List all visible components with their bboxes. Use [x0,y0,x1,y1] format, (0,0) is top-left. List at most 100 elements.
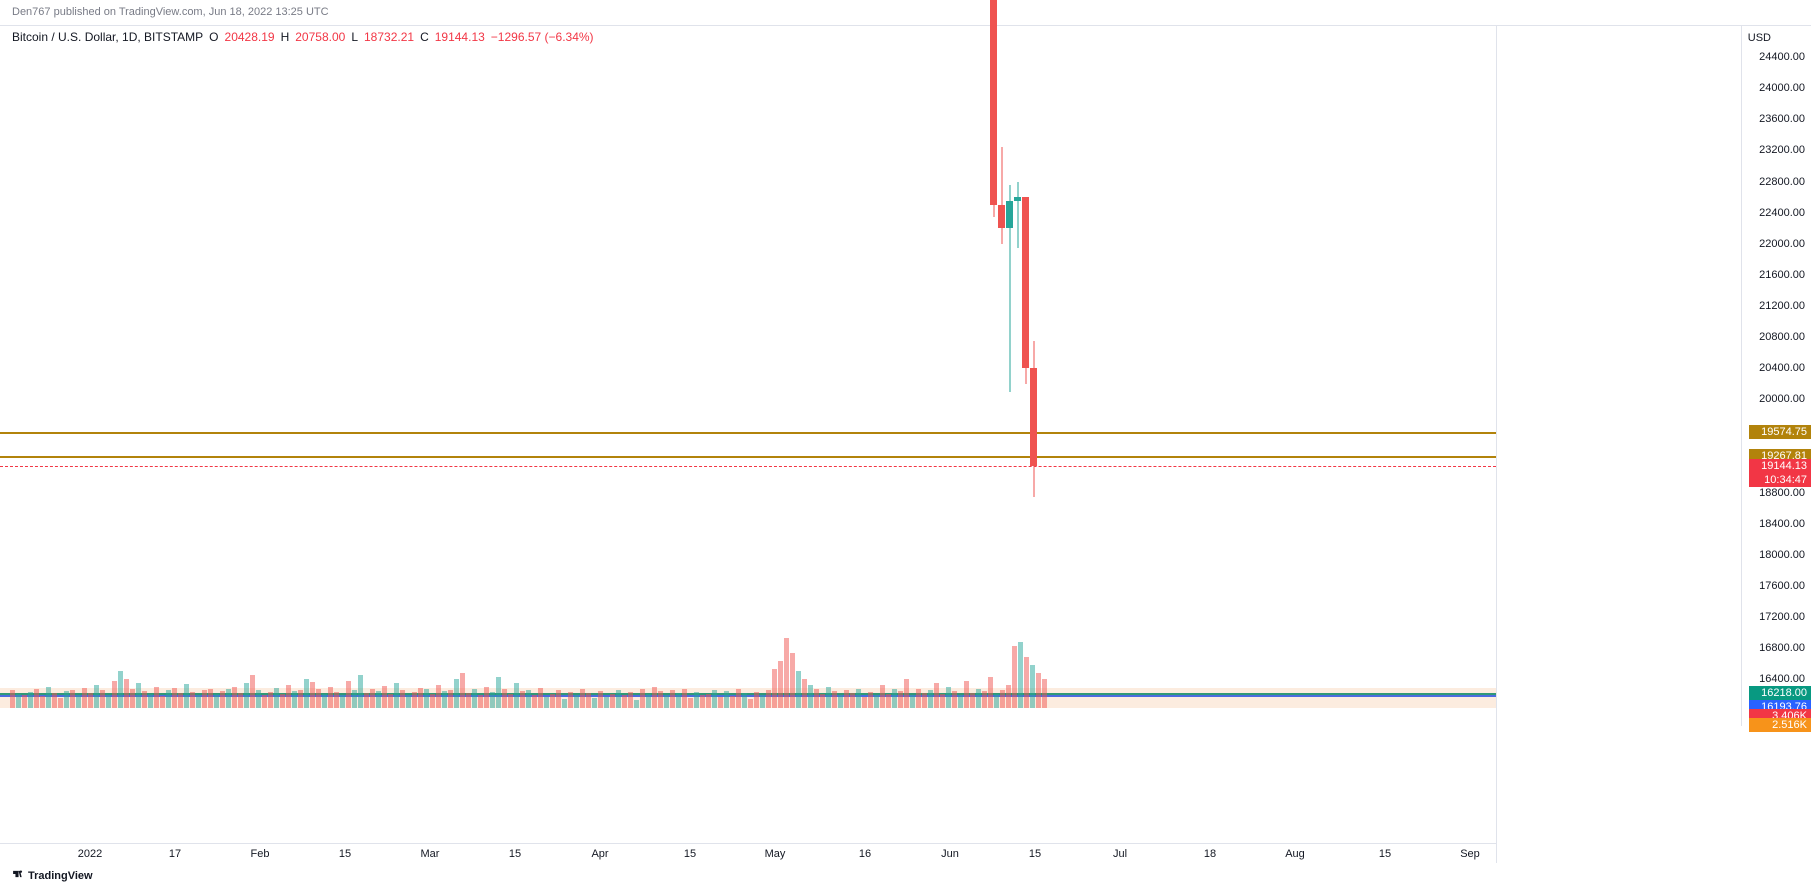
volume-bar[interactable] [370,689,375,709]
volume-bar[interactable] [484,687,489,708]
volume-bar[interactable] [976,689,981,709]
volume-bar[interactable] [592,698,597,708]
volume-bar[interactable] [424,689,429,708]
volume-bar[interactable] [622,695,627,708]
volume-bar[interactable] [1018,642,1023,708]
volume-bar[interactable] [226,689,231,708]
volume-bar[interactable] [922,693,927,708]
volume-bar[interactable] [130,689,135,708]
volume-bar[interactable] [22,695,27,708]
volume-bar[interactable] [862,697,867,708]
volume-chart[interactable] [0,630,1496,708]
time-axis[interactable]: 202217Feb15Mar15Apr15May16Jun15Jul18Aug1… [0,843,1496,863]
volume-bar[interactable] [502,689,507,708]
volume-bar[interactable] [742,693,747,708]
volume-bar[interactable] [94,685,99,708]
volume-bar[interactable] [208,689,213,709]
volume-bar[interactable] [670,690,675,708]
volume-bar[interactable] [346,681,351,708]
volume-bar[interactable] [676,693,681,708]
volume-bar[interactable] [604,697,609,708]
volume-bar[interactable] [412,692,417,708]
volume-bar[interactable] [598,691,603,708]
volume-bar[interactable] [586,693,591,708]
volume-bar[interactable] [778,661,783,708]
volume-bar[interactable] [736,689,741,709]
volume-bar[interactable] [34,689,39,708]
volume-bar[interactable] [460,673,465,708]
volume-bar[interactable] [688,698,693,708]
volume-bar[interactable] [316,689,321,708]
volume-bar[interactable] [508,694,513,708]
volume-bar[interactable] [52,693,57,708]
volume-bar[interactable] [664,695,669,708]
volume-bar[interactable] [64,691,69,708]
volume-bar[interactable] [112,681,117,708]
volume-bar[interactable] [562,699,567,708]
volume-bar[interactable] [280,694,285,708]
volume-bar[interactable] [298,690,303,708]
volume-bar[interactable] [172,688,177,708]
volume-bar[interactable] [916,689,921,709]
volume-bar[interactable] [1024,657,1029,708]
volume-bar[interactable] [40,696,45,708]
volume-bar[interactable] [706,694,711,708]
volume-bar[interactable] [634,700,639,708]
volume-bar[interactable] [760,695,765,708]
volume-bar[interactable] [430,694,435,708]
volume-bar[interactable] [76,695,81,708]
volume-bar[interactable] [136,683,141,708]
volume-bar[interactable] [190,692,195,708]
volume-bar[interactable] [826,687,831,708]
volume-bar[interactable] [418,688,423,708]
volume-bar[interactable] [556,690,561,708]
volume-bar[interactable] [310,682,315,708]
volume-bar[interactable] [490,692,495,708]
volume-bar[interactable] [640,689,645,708]
volume-bar[interactable] [388,694,393,708]
volume-bar[interactable] [958,695,963,708]
volume-bar[interactable] [904,679,909,708]
volume-bar[interactable] [1006,685,1011,708]
volume-bar[interactable] [256,690,261,708]
volume-bar[interactable] [394,683,399,708]
volume-bar[interactable] [166,690,171,708]
volume-bar[interactable] [652,687,657,708]
volume-bar[interactable] [154,687,159,708]
volume-bar[interactable] [730,696,735,708]
volume-bar[interactable] [16,694,21,708]
volume-bar[interactable] [10,690,15,708]
volume-bar[interactable] [1042,679,1047,708]
volume-bar[interactable] [340,695,345,708]
volume-bar[interactable] [838,695,843,708]
volume-bar[interactable] [694,692,699,708]
volume-bar[interactable] [532,695,537,708]
volume-bar[interactable] [658,691,663,708]
volume-bar[interactable] [952,691,957,708]
volume-bar[interactable] [886,694,891,708]
volume-bar[interactable] [70,690,75,708]
volume-bar[interactable] [106,695,111,708]
volume-bar[interactable] [616,690,621,708]
volume-bar[interactable] [178,693,183,708]
volume-bar[interactable] [718,697,723,708]
volume-bar[interactable] [292,691,297,708]
volume-bar[interactable] [580,689,585,709]
volume-bar[interactable] [100,690,105,708]
volume-bar[interactable] [262,695,267,708]
volume-bar[interactable] [268,692,273,708]
volume-bar[interactable] [364,693,369,708]
volume-bar[interactable] [358,675,363,708]
volume-bar[interactable] [472,689,477,709]
volume-bar[interactable] [766,690,771,708]
volume-bar[interactable] [58,698,63,708]
volume-bar[interactable] [850,693,855,708]
volume-bar[interactable] [88,693,93,708]
volume-bar[interactable] [868,692,873,708]
volume-bar[interactable] [250,675,255,708]
volume-bar[interactable] [142,691,147,708]
volume-bar[interactable] [46,687,51,708]
volume-bar[interactable] [328,687,333,708]
volume-bar[interactable] [334,692,339,708]
volume-bar[interactable] [406,695,411,708]
